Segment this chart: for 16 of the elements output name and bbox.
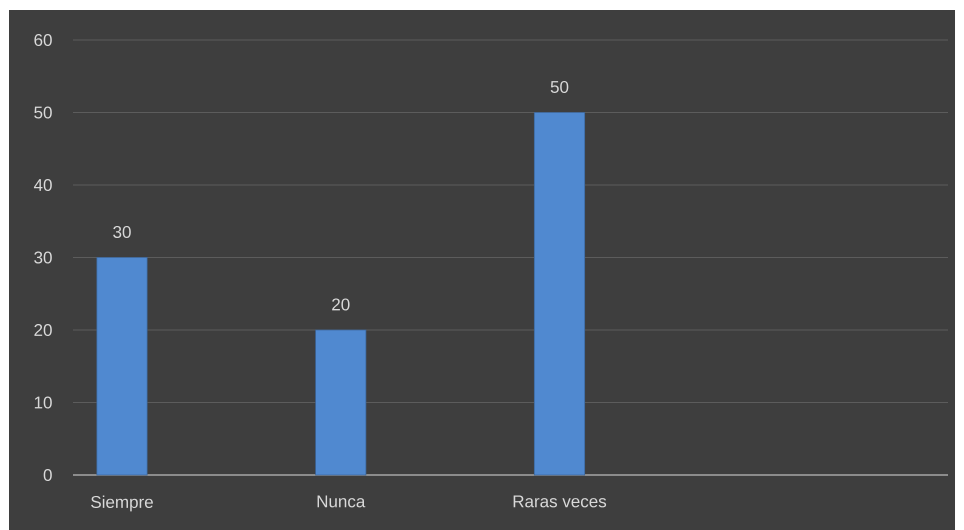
bar (534, 112, 586, 476)
bar (96, 257, 148, 476)
y-tick-label: 50 (34, 106, 52, 119)
x-tick-label: Raras veces (514, 496, 606, 508)
y-tick-label: 30 (34, 251, 52, 264)
data-label: 50 (550, 80, 568, 93)
y-tick-label: 60 (34, 34, 52, 46)
data-label: 20 (332, 298, 350, 310)
y-tick-label: 0 (44, 468, 52, 482)
bar (315, 330, 366, 476)
y-tick-label: 40 (34, 178, 52, 192)
y-tick-label: 20 (34, 324, 52, 336)
x-tick-label: Nunca (318, 496, 366, 508)
y-tick-label: 10 (34, 396, 52, 409)
data-label: 30 (113, 226, 131, 238)
x-tick-label: Siempre (91, 496, 153, 512)
